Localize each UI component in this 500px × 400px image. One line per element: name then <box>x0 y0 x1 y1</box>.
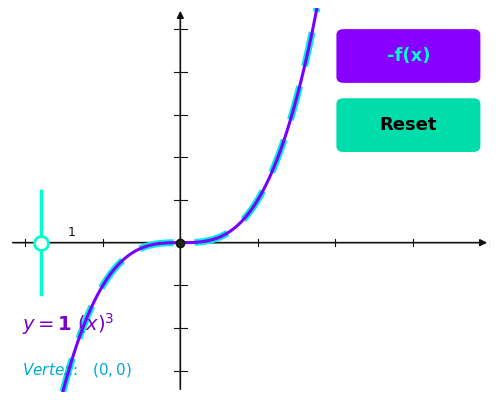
FancyBboxPatch shape <box>336 98 480 152</box>
FancyBboxPatch shape <box>336 29 480 83</box>
Text: -f(x): -f(x) <box>386 47 430 65</box>
Text: Reset: Reset <box>380 116 437 134</box>
Text: $\it{Vertex}$:   $(0, 0)$: $\it{Vertex}$: $(0, 0)$ <box>22 361 132 379</box>
Text: $\mathit{y} = \mathbf{1}\ (\mathit{x})^3$: $\mathit{y} = \mathbf{1}\ (\mathit{x})^3… <box>22 311 114 336</box>
Text: 1: 1 <box>68 226 76 239</box>
